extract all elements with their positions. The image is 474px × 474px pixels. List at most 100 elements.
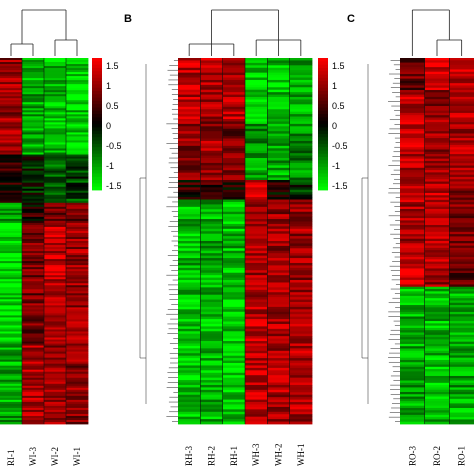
- heatmap-cell: [200, 355, 224, 359]
- heatmap-cell: [44, 247, 67, 250]
- heatmap-cell: [200, 62, 224, 66]
- heatmap-cell: [66, 409, 89, 413]
- heatmap-cell: [0, 339, 23, 342]
- heatmap-cell: [245, 302, 268, 305]
- heatmap-cell: [267, 201, 291, 205]
- heatmap-cell: [267, 126, 291, 130]
- heatmap-cell: [449, 218, 474, 221]
- heatmap-cell: [44, 106, 67, 109]
- heatmap-cell: [44, 198, 67, 202]
- heatmap-cell: [449, 238, 474, 242]
- color-scale-tick-label: -1.5: [106, 181, 122, 191]
- heatmap-cell: [66, 194, 89, 198]
- heatmap-cell: [178, 245, 201, 249]
- heatmap-cell: [424, 350, 450, 354]
- heatmap-cell: [44, 208, 67, 212]
- heatmap-cell: [245, 406, 268, 410]
- heatmap-cell: [200, 231, 224, 235]
- heatmap-cell: [200, 299, 224, 303]
- heatmap-cell: [424, 170, 450, 173]
- heatmap-cell: [44, 275, 67, 278]
- heatmap-cell: [245, 133, 268, 137]
- heatmap-cell: [245, 180, 268, 183]
- heatmap-cell: [424, 252, 450, 256]
- heatmap-cell: [222, 140, 246, 144]
- heatmap-cell: [245, 233, 268, 237]
- heatmap-cell: [245, 58, 268, 61]
- heatmap-cell: [178, 302, 201, 305]
- heatmap-cell: [22, 238, 45, 242]
- color-scale-tick-label: 1: [106, 81, 111, 91]
- heatmap-cell: [400, 229, 426, 233]
- heatmap-cell: [424, 243, 450, 246]
- heatmap-cell: [44, 409, 67, 413]
- heatmap-cell: [245, 140, 268, 144]
- heatmap-cell: [400, 250, 426, 253]
- heatmap-cell: [424, 183, 450, 187]
- heatmap-cell: [449, 334, 474, 338]
- heatmap-cell: [200, 79, 224, 83]
- heatmap-cell: [66, 415, 89, 419]
- heatmap-cell: [0, 415, 23, 419]
- heatmap-cell: [200, 292, 224, 296]
- heatmap-cell: [66, 80, 89, 83]
- heatmap-cell: [0, 158, 23, 161]
- heatmap-cell: [44, 168, 67, 172]
- heatmap-cell: [289, 62, 313, 66]
- heatmap-cell: [66, 86, 89, 89]
- column-label: WH-1: [296, 444, 306, 467]
- heatmap-cell: [178, 155, 201, 159]
- color-scale-swatch: [92, 157, 102, 161]
- heatmap-cell: [66, 421, 89, 425]
- heatmap-cell: [289, 392, 313, 396]
- heatmap-cell: [289, 267, 313, 271]
- heatmap-cell: [267, 336, 291, 339]
- heatmap-cell: [222, 292, 246, 296]
- heatmap-cell: [44, 385, 67, 389]
- heatmap-cell: [22, 214, 45, 218]
- heatmap-cell: [222, 119, 246, 122]
- heatmap-cell: [44, 331, 67, 334]
- heatmap-cell: [0, 309, 23, 312]
- heatmap-cell: [449, 128, 474, 132]
- heatmap-cell: [22, 363, 45, 367]
- heatmap-cell: [400, 133, 426, 137]
- heatmap-cell: [22, 365, 45, 369]
- heatmap-cell: [22, 104, 45, 107]
- heatmap-cell: [66, 206, 89, 210]
- heatmap-cell: [0, 120, 23, 123]
- heatmap-cell: [289, 238, 313, 242]
- heatmap-cell: [400, 332, 426, 336]
- heatmap-cell: [22, 78, 45, 81]
- heatmap-cell: [400, 254, 426, 258]
- heatmap-cell: [200, 197, 224, 200]
- heatmap-cell: [245, 77, 268, 81]
- heatmap-cell: [0, 74, 23, 77]
- heatmap-cell: [449, 252, 474, 256]
- heatmap-cell: [22, 323, 45, 326]
- heatmap-cell: [44, 100, 67, 103]
- heatmap-cell: [289, 302, 313, 305]
- heatmap-cell: [424, 195, 450, 198]
- heatmap-cell: [22, 124, 45, 127]
- heatmap-cell: [289, 272, 313, 276]
- heatmap-cell: [44, 349, 67, 352]
- heatmap-cell: [424, 373, 450, 377]
- heatmap-cell: [66, 190, 89, 194]
- heatmap-cell: [66, 269, 89, 272]
- heatmap-cell: [66, 146, 89, 149]
- heatmap-cell: [245, 231, 268, 235]
- heatmap-cell: [424, 188, 450, 192]
- heatmap-cell: [222, 319, 246, 322]
- heatmap-cell: [424, 151, 450, 155]
- heatmap-cell: [200, 58, 224, 61]
- heatmap-cell: [178, 336, 201, 339]
- heatmap-cell: [0, 186, 23, 190]
- heatmap-cell: [267, 106, 291, 110]
- heatmap-cell: [22, 347, 45, 350]
- heatmap-cell: [178, 272, 201, 276]
- heatmap-cell: [424, 407, 450, 411]
- heatmap-cell: [267, 162, 291, 166]
- heatmap-cell: [66, 196, 89, 200]
- heatmap-cell: [267, 121, 291, 125]
